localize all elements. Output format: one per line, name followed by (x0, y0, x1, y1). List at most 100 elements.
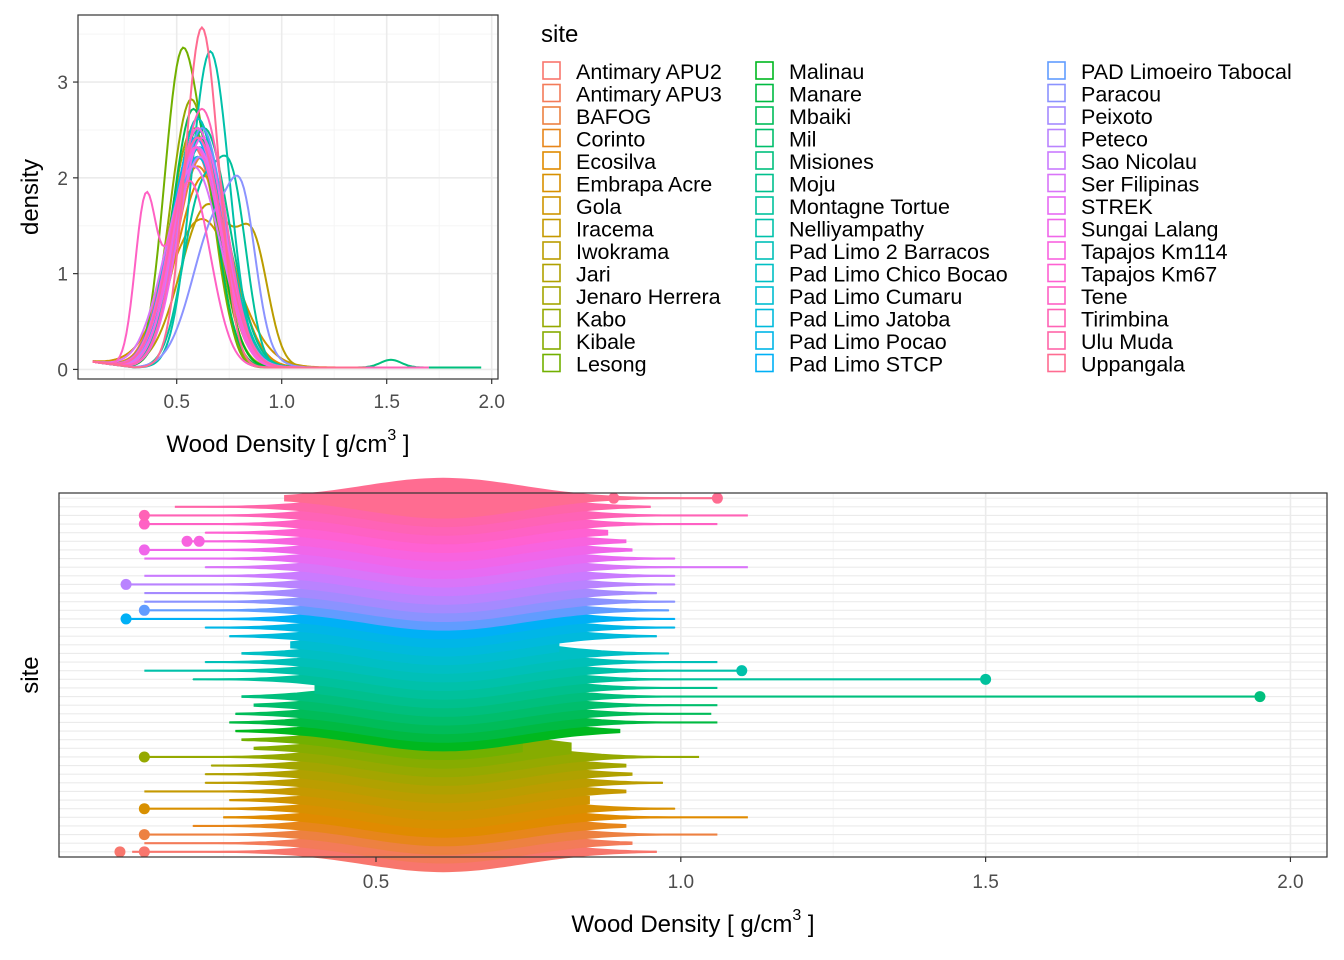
violin-x-tick-label: 0.5 (363, 872, 389, 893)
legend-key (1047, 151, 1066, 170)
legend-item: Pad Limo Chico Bocao (755, 263, 1008, 287)
legend-item: Montagne Tortue (755, 195, 950, 219)
legend-item: STREK (1047, 195, 1153, 219)
legend-item: Peixoto (1047, 105, 1153, 129)
violin-outlier-point (711, 492, 723, 504)
legend-label: Mil (789, 128, 816, 152)
legend-item: Misiones (755, 150, 874, 174)
legend-label: Pad Limo Cumaru (789, 285, 962, 309)
legend-item: Nelliyampathy (755, 218, 924, 242)
legend-item: Mil (755, 128, 816, 152)
legend-item: Jari (542, 263, 611, 287)
density-x-axis-title: Wood Density [ g/cm3 ] (166, 427, 409, 458)
legend-label: Ecosilva (576, 150, 656, 174)
legend-key (542, 83, 561, 103)
violin-panel-background (59, 493, 1327, 857)
legend-label: Sungai Lalang (1081, 218, 1218, 242)
legend-key (542, 331, 561, 350)
legend-label: Sao Nicolau (1081, 150, 1197, 174)
legend-key (1047, 106, 1066, 125)
legend-item: Sao Nicolau (1047, 150, 1197, 174)
legend-key (542, 241, 561, 260)
legend-label: Mbaiki (789, 105, 851, 129)
legend-item: PAD Limoeiro Tabocal (1047, 60, 1292, 84)
legend-label: Uppangala (1081, 353, 1185, 377)
legend-key (1047, 308, 1066, 328)
legend-label: Pad Limo STCP (789, 353, 943, 377)
legend-item: Pad Limo Cumaru (755, 285, 962, 309)
legend-key (755, 241, 774, 260)
legend-label: Tapajos Km114 (1081, 240, 1228, 264)
legend-label: Peteco (1081, 128, 1148, 152)
density-y-ticks: 0 1 2 3 (57, 73, 78, 381)
legend-item: Pad Limo STCP (755, 353, 943, 377)
legend-label: Lesong (576, 353, 647, 377)
legend-label: Kibale (576, 330, 636, 354)
legend-key (542, 308, 561, 328)
violin-outlier-point (138, 509, 150, 521)
legend-key (542, 218, 561, 238)
legend-item: Kibale (542, 330, 636, 354)
legend-label: Nelliyampathy (789, 218, 924, 242)
legend-item: Peteco (1047, 128, 1148, 152)
legend-item: Tene (1047, 285, 1128, 309)
density-curve-uppangala (92, 25, 366, 369)
legend-key (542, 263, 561, 283)
legend-key (542, 173, 561, 193)
violin-x-tick-label: 1.5 (972, 872, 998, 893)
legend-item: Tapajos Km114 (1047, 240, 1228, 264)
legend-label: Tapajos Km67 (1081, 263, 1217, 287)
legend-key (755, 218, 774, 238)
legend-item: Ulu Muda (1047, 330, 1173, 354)
density-y-tick-label: 3 (57, 73, 68, 94)
legend-label: Tene (1081, 285, 1128, 309)
density-y-tick-label: 2 (57, 169, 68, 190)
violin-outlier-point (120, 613, 132, 625)
legend-label: Corinto (576, 128, 645, 152)
legend-item: Pad Limo Pocao (755, 330, 947, 354)
legend-key (542, 128, 561, 148)
legend-key (755, 128, 774, 148)
violin-outlier-point (193, 535, 205, 547)
legend-key (542, 151, 561, 170)
density-curves (92, 25, 482, 369)
legend-key (755, 263, 774, 283)
legend-label: Pad Limo Pocao (789, 330, 947, 354)
legend-item: Mbaiki (755, 105, 851, 129)
violin-outlier-point (608, 492, 620, 504)
violin-outlier-point (138, 518, 150, 530)
violin-outlier-point (138, 829, 150, 841)
legend-label: Ser Filipinas (1081, 173, 1199, 197)
legend-label: Embrapa Acre (576, 173, 712, 197)
legend-item: Antimary APU3 (542, 83, 722, 107)
density-x-tick-label: 0.5 (163, 392, 189, 413)
violin-body (284, 477, 682, 519)
legend-item: Malinau (755, 60, 864, 84)
legend-item: Gola (542, 195, 621, 219)
legend-item: Jenaro Herrera (542, 285, 721, 309)
violin-outlier-point (138, 751, 150, 763)
violin-panel: 0.5 1.0 1.5 2.0 Wood Density [ g/cm3 ] site (17, 477, 1328, 938)
density-y-tick-label: 0 (57, 360, 68, 381)
legend-key (1047, 331, 1066, 350)
legend-item: Corinto (542, 128, 645, 152)
violin-outlier-point (138, 846, 150, 858)
density-panel-border (77, 14, 499, 380)
legend-key (1047, 218, 1066, 238)
legend-label: Ulu Muda (1081, 330, 1173, 354)
legend-item: Pad Limo 2 Barracos (755, 240, 990, 264)
violin-uppangala (284, 477, 723, 519)
violin-y-axis-title: site (17, 656, 44, 693)
legend-key (542, 61, 561, 80)
violin-outlier-point (138, 544, 150, 556)
legend-label: Iracema (576, 218, 654, 242)
legend-item: Lesong (542, 353, 647, 377)
legend-label: Montagne Tortue (789, 195, 950, 219)
legend-item: Ecosilva (542, 150, 656, 174)
legend-key (755, 286, 774, 305)
legend-label: Jari (576, 263, 611, 287)
legend-key (542, 106, 561, 125)
legend-key (755, 61, 774, 80)
